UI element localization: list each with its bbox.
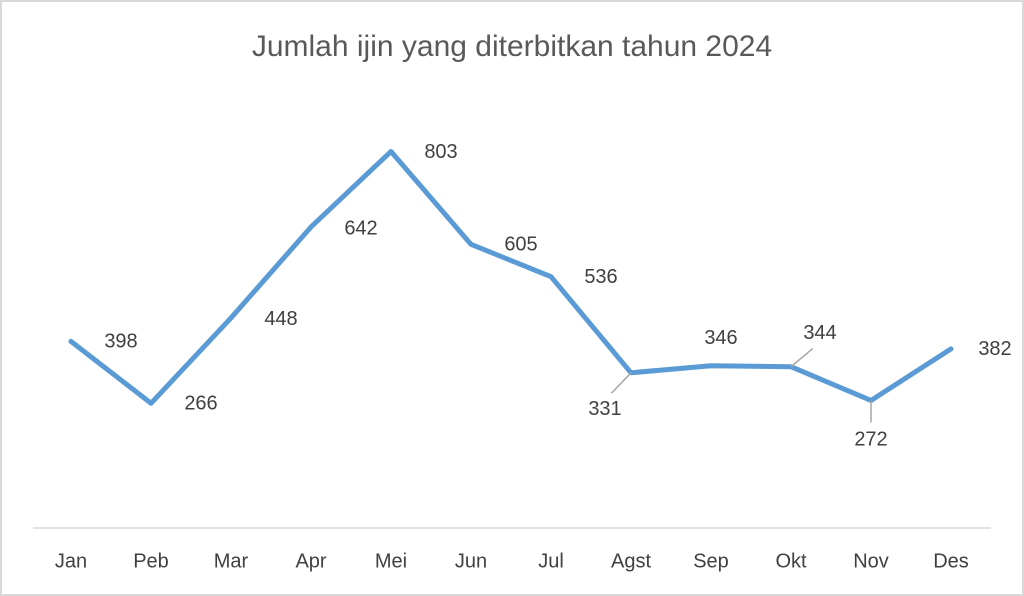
data-label: 398 xyxy=(104,331,137,353)
data-line xyxy=(68,148,954,406)
x-tick-label: Sep xyxy=(693,550,729,572)
data-label: 536 xyxy=(584,266,617,288)
data-label: 331 xyxy=(588,398,621,420)
leader-line xyxy=(790,347,814,368)
data-label: 803 xyxy=(424,141,457,163)
x-tick-label: Agst xyxy=(611,550,651,572)
x-tick-label: Jan xyxy=(55,550,87,572)
x-tick-label: Peb xyxy=(133,550,169,572)
data-label: 346 xyxy=(704,327,737,349)
leader-line xyxy=(610,372,632,394)
data-label: 344 xyxy=(803,322,836,344)
x-tick-label: Mei xyxy=(375,550,407,572)
x-tick-label: Okt xyxy=(775,550,807,572)
x-tick-label: Jul xyxy=(538,550,564,572)
data-label: 642 xyxy=(344,217,377,239)
data-label: 272 xyxy=(854,429,887,451)
x-tick-label: Jun xyxy=(455,550,487,572)
data-label: 448 xyxy=(264,308,297,330)
data-label: 605 xyxy=(504,234,537,256)
x-tick-label: Apr xyxy=(295,550,326,572)
x-tick-label: Nov xyxy=(853,550,889,572)
chart-title: Jumlah ijin yang diterbitkan tahun 2024 xyxy=(252,30,772,63)
data-label: 382 xyxy=(978,338,1011,360)
x-tick-label: Des xyxy=(933,550,969,572)
data-label: 266 xyxy=(184,393,217,415)
x-tick-label: Mar xyxy=(214,550,249,572)
